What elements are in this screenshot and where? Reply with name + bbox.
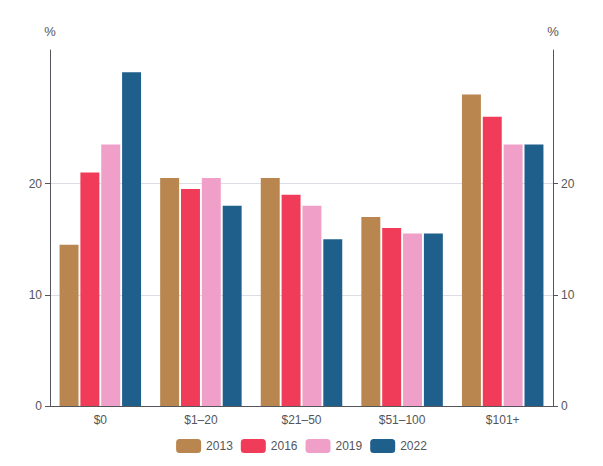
svg-text:2022: 2022 bbox=[400, 439, 427, 453]
svg-text:20: 20 bbox=[561, 177, 575, 191]
svg-text:%: % bbox=[547, 24, 559, 39]
svg-text:%: % bbox=[44, 24, 56, 39]
svg-text:$21–50: $21–50 bbox=[281, 413, 321, 427]
svg-text:2016: 2016 bbox=[271, 439, 298, 453]
svg-text:20: 20 bbox=[29, 177, 43, 191]
svg-text:$51–100: $51–100 bbox=[379, 413, 426, 427]
svg-text:10: 10 bbox=[29, 288, 43, 302]
svg-text:0: 0 bbox=[561, 399, 568, 413]
svg-text:$101+: $101+ bbox=[486, 413, 520, 427]
svg-text:2019: 2019 bbox=[336, 439, 363, 453]
svg-text:$1–20: $1–20 bbox=[184, 413, 218, 427]
svg-text:$0: $0 bbox=[94, 413, 108, 427]
svg-text:10: 10 bbox=[561, 288, 575, 302]
svg-text:2013: 2013 bbox=[206, 439, 233, 453]
svg-text:0: 0 bbox=[35, 399, 42, 413]
